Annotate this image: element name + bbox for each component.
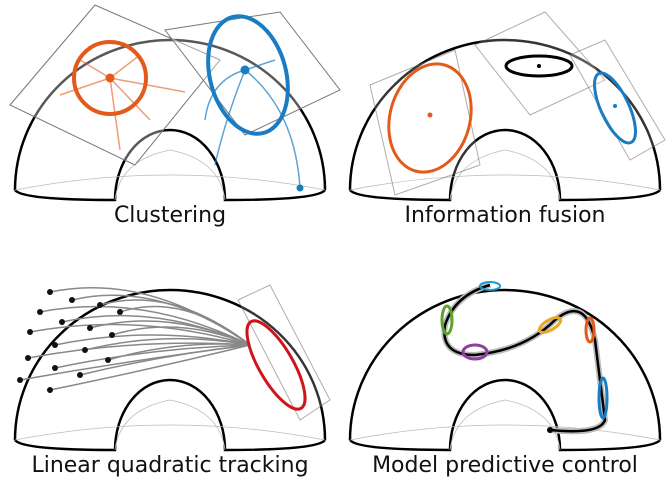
trajectory [29,323,251,346]
trajectory [49,344,251,391]
planes [9,4,341,166]
panel-mpc: Model predictive control [348,281,662,478]
ellipse-blue [593,71,637,145]
center [537,64,541,68]
start-point [17,377,23,383]
panel-clustering: Clustering [9,4,341,228]
trajectory [84,337,251,351]
trajectory [54,344,251,369]
start-point [27,329,33,335]
start-point [77,372,83,378]
caption: Model predictive control [372,453,638,478]
start-point [52,342,58,348]
trajectory [111,326,251,346]
start-point [69,297,75,303]
trajectory [27,342,251,359]
trajectory [39,305,251,346]
ellipse-orange [387,62,473,174]
trajectory [107,343,251,361]
dome [348,288,662,452]
planes [369,11,666,196]
cluster-orange [59,40,186,151]
start-point [37,309,43,315]
caption: Information fusion [404,203,605,228]
trajectories [17,286,251,393]
cluster-blue [204,14,304,192]
ellipse-black [504,54,574,78]
start-point [105,357,111,363]
start-point [109,332,115,338]
plane [237,284,331,421]
trajectory [79,344,251,376]
panel-lqt: Linear quadratic tracking [13,284,331,478]
start-point [47,289,53,295]
caption: Linear quadratic tracking [31,453,308,478]
center [613,104,617,108]
caption: Clustering [114,203,226,228]
start-point [87,325,93,331]
start-point [25,355,31,361]
start-point [59,319,65,325]
start-point [47,387,53,393]
start-point [97,302,103,308]
trajectory [119,305,251,346]
start-point [117,309,123,315]
ellipse-red [245,319,307,411]
start-point [82,347,88,353]
start-point [52,365,58,371]
panel-fusion: Information fusion [348,11,666,228]
trajectory-bundle [440,281,609,435]
center [427,112,433,118]
